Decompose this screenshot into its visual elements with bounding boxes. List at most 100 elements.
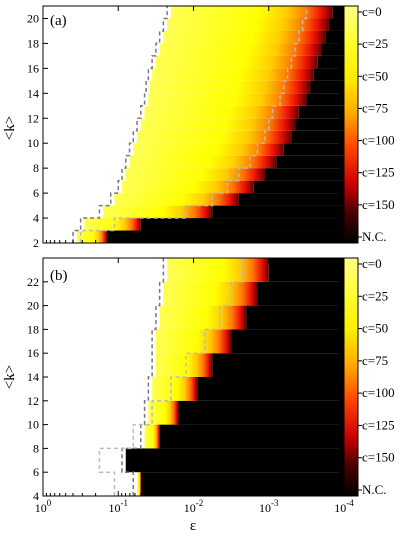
colorbar-label: c=50 <box>362 321 388 336</box>
panel-a-nc-cell <box>306 93 344 106</box>
panel-b-heat-cell <box>137 472 141 496</box>
panel-a-heat-cell <box>133 143 284 156</box>
panel-a-heat-cell <box>129 155 277 169</box>
panel-b-nc-cell <box>197 377 344 401</box>
panel-b-heat-cell <box>159 305 247 330</box>
panel-a-nc-cell <box>310 80 344 94</box>
panel-a-y-ticks: 2 4 6 8 10 12 14 16 18 20 <box>27 11 344 250</box>
panel-a-heat-cell <box>76 230 107 243</box>
panel-b-nc-cell <box>268 258 344 282</box>
colorbar-label: c=0 <box>362 4 382 19</box>
panel-b-y-tick-label: 20 <box>27 299 39 313</box>
panel-b-heat-cell <box>155 329 232 354</box>
colorbar-label: c=150 <box>362 197 395 212</box>
panel-a-nc-cell <box>291 130 344 144</box>
panel-a-heat-cell <box>103 205 213 219</box>
panel-a-y-tick-label: 10 <box>27 136 39 150</box>
x-tick-label: 10-3 <box>259 498 279 515</box>
panel-b-heat-cell <box>152 377 198 401</box>
panel-a-heat-cell <box>152 68 314 81</box>
panel-a-y-tick-label: 18 <box>27 36 39 50</box>
colorbar-label: c=125 <box>362 417 395 432</box>
panel-a-nc-cell <box>298 105 344 119</box>
panel-a-nc-cell <box>328 18 344 31</box>
colorbar-label: c=125 <box>362 165 395 180</box>
panel-a-nc-cell <box>238 193 344 206</box>
panel-b-nc-cell <box>140 472 344 496</box>
panel-b-y-ticks: 4 6 8 10 12 14 16 18 20 22 <box>27 275 344 503</box>
panel-b-nc-cell <box>125 448 345 473</box>
panel-a-y-axis-label: <k> <box>2 116 18 140</box>
panel-a-y-tick-label: 8 <box>33 161 39 175</box>
panel-a-y-tick-label: 14 <box>27 86 39 100</box>
panel-a-nc-cell <box>253 180 344 194</box>
colorbar-label: c=100 <box>362 133 395 148</box>
panel-a-heat-cell <box>144 105 299 119</box>
panel-a-heat-cell <box>149 80 311 94</box>
colorbar-a-gradient <box>343 5 359 244</box>
panel-b-y-tick-label: 6 <box>33 465 39 479</box>
panel-b-nc-cell <box>246 305 344 330</box>
panel-b-nc-cell <box>257 281 344 306</box>
colorbar-label: c=150 <box>362 450 395 465</box>
panel-a-heat-cell <box>125 168 265 181</box>
x-axis-label: ε <box>190 518 196 534</box>
panel-a-heat-cell <box>148 93 307 106</box>
panel-a-heat-cell <box>137 130 292 144</box>
panel-b-nc-cell <box>231 329 344 354</box>
colorbar-label: c=75 <box>362 353 388 368</box>
panel-b-y-tick-label: 16 <box>27 346 39 360</box>
panel-a-cells <box>42 5 345 244</box>
colorbar-a: c=0 c=25 c=50 c=75 c=100 c=125 c=150 N.C. <box>343 4 395 244</box>
panel-a-y-tick-label: 6 <box>33 186 39 200</box>
panel-a-dashed-boundary-left <box>72 6 168 243</box>
panel-b-y-tick-label: 4 <box>33 489 39 503</box>
panel-a-nc-cell <box>140 218 344 231</box>
panel-a-nc-cell <box>106 230 345 243</box>
panel-a-label: (a) <box>50 13 67 29</box>
panel-a-heat-cell <box>140 118 296 131</box>
panel-a-nc-cell <box>332 6 344 19</box>
panel-b-cells <box>42 257 345 497</box>
panel-b: 4 6 8 10 12 14 16 18 20 22 (b) <k> <box>2 257 345 503</box>
panel-b-heat-cell <box>167 258 269 282</box>
colorbar-label: c=100 <box>362 385 395 400</box>
panel-b-label: (b) <box>50 268 68 284</box>
panel-a-heat-cell <box>122 180 254 194</box>
panel-a-nc-cell <box>325 30 344 44</box>
panel-b-heat-cell <box>155 353 213 377</box>
panel-a-heat-cell <box>170 6 333 19</box>
panel-b-nc-cell <box>178 400 344 425</box>
panel-b-heat-cell <box>144 424 160 449</box>
panel-b-y-tick-label: 22 <box>27 275 39 289</box>
panel-a-y-tick-label: 16 <box>27 61 39 75</box>
panel-a-heat-cell <box>159 43 322 56</box>
colorbar-label: c=75 <box>362 100 388 115</box>
panel-a-nc-cell <box>321 43 344 56</box>
panel-a-heat-cell <box>155 55 318 69</box>
panel-b-y-tick-label: 8 <box>33 441 39 455</box>
panel-a-heat-cell <box>163 30 326 44</box>
colorbar-label: c=25 <box>362 36 388 51</box>
panel-b-dashed-boundary-right <box>98 258 244 496</box>
panel-b-heat-cell <box>148 400 179 425</box>
x-tick-label: 100 <box>35 498 52 515</box>
panel-b-nc-cell <box>212 353 344 377</box>
panel-a-y-tick-label: 12 <box>27 111 39 125</box>
panel-a-nc-cell <box>212 205 344 219</box>
panel-a-dashed-boundary-right <box>79 6 308 243</box>
panel-a-heat-cell <box>167 18 329 31</box>
colorbar-b-gradient <box>343 257 359 497</box>
x-tick-label: 10-2 <box>184 498 204 515</box>
panel-b-nc-cell <box>159 424 344 449</box>
panel-a-nc-cell <box>276 155 344 169</box>
colorbar-label: c=25 <box>362 288 388 303</box>
panel-b-y-tick-label: 18 <box>27 322 39 336</box>
panel-a-y-tick-label: 4 <box>33 211 39 225</box>
panel-a-nc-cell <box>283 143 344 156</box>
panel-b-y-axis-label: <k> <box>2 365 18 389</box>
panel-a-y-tick-label: 20 <box>27 11 39 25</box>
colorbar-b: c=0 c=25 c=50 c=75 c=100 c=125 c=150 N.C. <box>343 256 395 497</box>
panel-a-nc-cell <box>313 68 344 81</box>
